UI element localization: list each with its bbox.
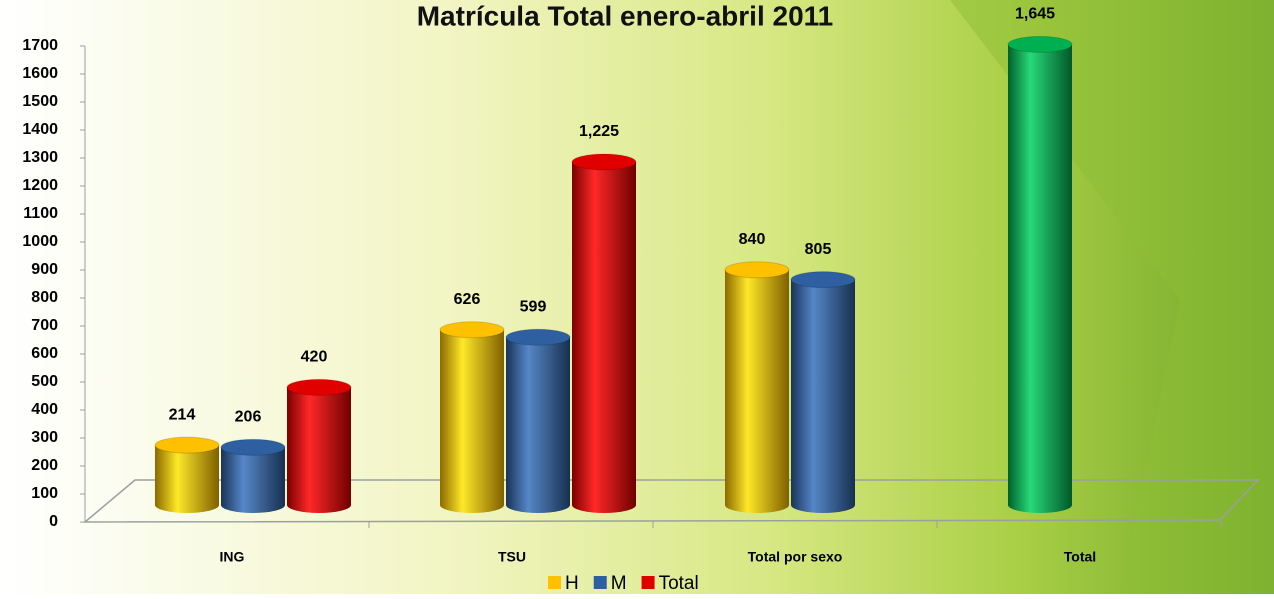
value-label: 1,645 <box>1015 6 1055 23</box>
legend-swatch <box>548 576 561 589</box>
bar-cap <box>724 261 790 279</box>
y-tick-label: 1000 <box>22 233 58 250</box>
bar-cap <box>790 271 856 289</box>
y-tick-label: 100 <box>31 485 58 502</box>
bar <box>287 387 351 513</box>
y-tick-label: 200 <box>31 457 58 474</box>
legend-label: M <box>611 573 627 594</box>
bar <box>506 337 570 513</box>
bar-cap <box>571 153 637 171</box>
y-tick-label: 800 <box>31 289 58 306</box>
value-label: 420 <box>301 349 328 366</box>
value-label: 599 <box>520 298 547 315</box>
bar-cap <box>439 321 505 339</box>
value-label: 626 <box>454 291 481 308</box>
bar <box>1008 44 1072 514</box>
legend-swatch <box>641 576 655 589</box>
y-tick-label: 1500 <box>22 93 58 110</box>
x-tick-label: ING <box>220 549 245 565</box>
value-label: 214 <box>169 406 196 423</box>
y-tick-label: 0 <box>49 513 58 530</box>
floor <box>82 479 1260 523</box>
bar-cap <box>154 436 220 454</box>
value-label: 805 <box>805 241 832 258</box>
x-tick-label: Total <box>1064 549 1096 565</box>
bar <box>440 329 504 513</box>
y-tick-label: 1100 <box>23 205 58 222</box>
y-tick-label: 400 <box>31 401 58 418</box>
value-label: 1,225 <box>579 123 619 140</box>
bar-cap <box>1007 35 1073 53</box>
bar <box>791 279 855 513</box>
legend-label: Total <box>659 573 699 594</box>
x-tick-label: TSU <box>498 549 526 565</box>
bar <box>572 162 636 513</box>
bar <box>221 447 285 513</box>
y-tick-label: 600 <box>31 345 58 362</box>
y-tick-label: 1300 <box>22 149 58 166</box>
y-tick-label: 1600 <box>22 65 58 82</box>
value-label: 206 <box>235 409 262 426</box>
bar-cap <box>505 328 571 346</box>
bar <box>155 445 219 513</box>
y-tick-label: 1700 <box>22 37 58 54</box>
x-tick-label: Total por sexo <box>748 549 843 565</box>
value-label: 840 <box>739 231 766 248</box>
y-tick-label: 700 <box>31 317 58 334</box>
y-tick-label: 500 <box>31 373 58 390</box>
y-tick-label: 300 <box>31 429 58 446</box>
background-shape <box>950 0 1274 594</box>
legend-label: H <box>565 573 579 594</box>
legend-swatch <box>593 576 607 589</box>
bar <box>725 269 789 513</box>
y-tick-label: 1400 <box>22 121 58 138</box>
y-tick-label: 1200 <box>22 177 58 194</box>
chart-title: Matrícula Total enero-abril 2011 <box>417 0 834 31</box>
bar-cap <box>220 438 286 456</box>
y-tick-label: 900 <box>31 261 58 278</box>
bar-cap <box>286 378 352 396</box>
